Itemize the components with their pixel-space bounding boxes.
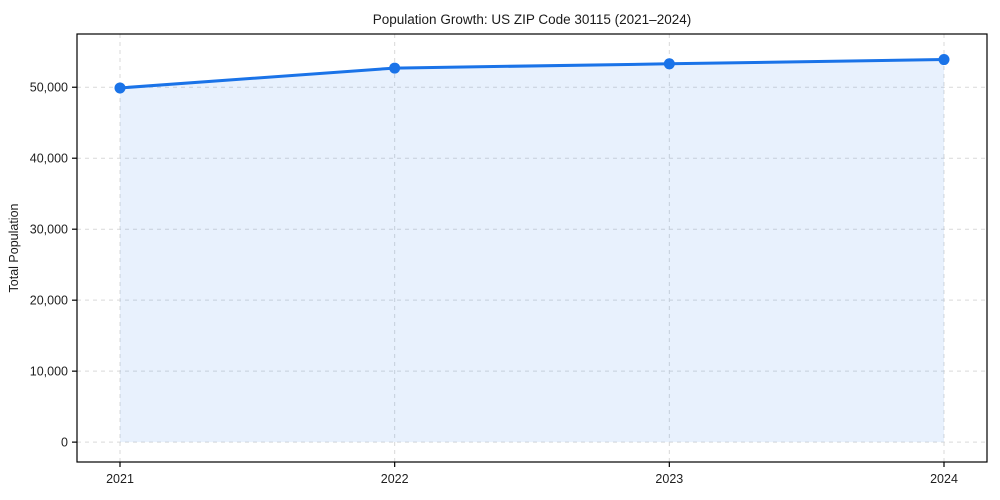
y-tick-label: 30,000 [30,223,68,237]
tick-layer: 0 10,000 20,000 30,000 40,000 50,000 2021 2022 2… [30,81,958,486]
y-axis-label: Total Population [7,203,21,292]
y-tick-label: 20,000 [30,294,68,308]
y-tick-label: 10,000 [30,365,68,379]
area-fill [120,59,944,443]
data-line [118,58,946,90]
x-tick-label: 2024 [930,472,958,486]
x-tick-label: 2022 [381,472,409,486]
data-point [114,82,126,94]
y-tick-label: 40,000 [30,152,68,166]
series-layer [114,54,950,443]
x-tick-label: 2021 [106,472,134,486]
plot-border [76,33,988,463]
data-point [663,58,675,70]
chart-title: Population Growth: US ZIP Code 30115 (20… [373,12,691,27]
x-tick-label: 2023 [655,472,683,486]
data-point [938,54,950,66]
y-tick-label: 0 [61,436,68,450]
y-tick-label: 50,000 [30,81,68,95]
data-point [389,62,401,74]
